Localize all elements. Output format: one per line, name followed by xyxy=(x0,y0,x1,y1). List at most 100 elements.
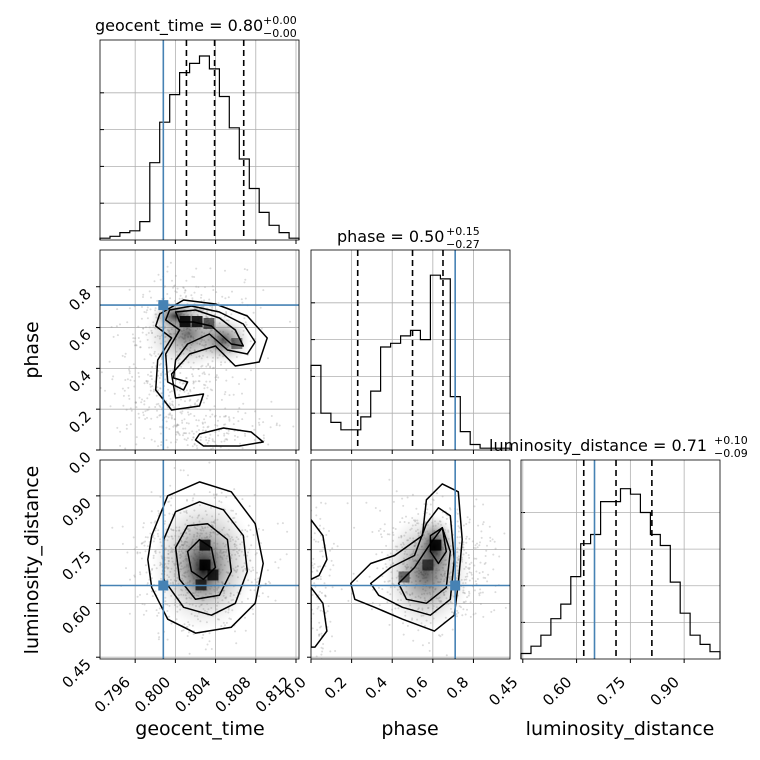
sample-point xyxy=(214,424,217,426)
sample-point xyxy=(263,439,265,442)
sample-point xyxy=(196,400,199,403)
sample-point xyxy=(153,280,156,283)
sample-point xyxy=(481,571,484,573)
sample-point xyxy=(211,285,214,288)
sample-point xyxy=(137,412,140,415)
sample-point xyxy=(146,309,149,312)
sample-point xyxy=(149,428,152,430)
contour-line xyxy=(164,305,256,391)
panel-geocent-time-hist xyxy=(99,39,300,244)
sample-point xyxy=(371,531,374,533)
sample-point xyxy=(158,607,161,610)
sample-point xyxy=(392,500,395,503)
sample-point xyxy=(131,375,134,378)
sample-point xyxy=(241,447,244,450)
density-cell xyxy=(199,559,211,571)
sample-point xyxy=(464,613,467,616)
sample-point xyxy=(334,650,337,652)
sample-point xyxy=(252,311,255,314)
sample-point xyxy=(149,532,152,535)
sample-point xyxy=(195,430,198,433)
sample-point xyxy=(137,325,140,328)
sample-point xyxy=(174,441,177,444)
sample-point xyxy=(172,286,174,289)
sample-point xyxy=(140,542,143,545)
sample-point xyxy=(159,425,161,428)
sample-point xyxy=(157,402,160,405)
y-tick-label: 0.75 xyxy=(58,548,94,584)
sample-point xyxy=(164,378,167,381)
panel-frame xyxy=(520,459,721,660)
sample-point xyxy=(323,582,326,585)
sample-point xyxy=(245,323,248,326)
sample-point xyxy=(228,418,231,421)
sample-point xyxy=(144,550,147,553)
contour-line xyxy=(311,586,328,648)
sample-point xyxy=(301,586,303,588)
sample-point xyxy=(491,538,494,541)
x-tick-label: 0.804 xyxy=(171,673,214,716)
sample-point xyxy=(473,564,476,567)
sample-point xyxy=(159,387,162,390)
sample-point xyxy=(311,564,314,567)
sample-point xyxy=(313,538,316,541)
sample-point xyxy=(168,428,171,430)
sample-point xyxy=(470,573,473,576)
sample-point xyxy=(350,592,353,595)
sample-point xyxy=(231,376,234,379)
sample-point xyxy=(426,508,429,511)
sample-point xyxy=(492,568,495,571)
sample-point xyxy=(170,416,173,419)
x-tick-label: 0.4 xyxy=(361,673,391,703)
sample-point xyxy=(230,313,233,316)
sample-point xyxy=(141,542,144,545)
sample-point xyxy=(484,555,487,557)
sample-point xyxy=(141,331,144,334)
sample-point xyxy=(223,393,226,396)
sample-point xyxy=(209,365,212,368)
sample-point xyxy=(227,429,230,432)
sample-point xyxy=(223,423,225,426)
sample-point xyxy=(115,325,118,328)
sample-point xyxy=(233,488,236,491)
panel-frame xyxy=(99,459,300,660)
sample-point xyxy=(176,423,179,426)
sample-point xyxy=(128,372,131,375)
sample-point xyxy=(412,639,415,642)
sample-point xyxy=(134,401,137,404)
sample-point xyxy=(399,521,402,524)
sample-point xyxy=(311,627,314,630)
title-geocent-time: geocent_time = 0.80 xyxy=(95,16,263,36)
sample-point xyxy=(140,401,143,404)
sample-point xyxy=(212,454,214,456)
sample-point xyxy=(128,368,130,371)
sample-point xyxy=(466,608,468,611)
sample-point xyxy=(159,495,162,498)
sample-point xyxy=(492,553,495,556)
sample-point xyxy=(123,389,126,392)
sample-point xyxy=(464,600,467,603)
density-cell xyxy=(422,559,434,571)
sample-point xyxy=(204,421,207,424)
sample-point xyxy=(189,398,192,401)
sample-point xyxy=(241,498,244,501)
sample-point xyxy=(169,369,172,372)
sample-point xyxy=(254,410,257,413)
sample-point xyxy=(307,635,309,637)
sample-point xyxy=(121,354,124,357)
sample-point xyxy=(320,592,323,594)
sample-point xyxy=(211,438,214,441)
sample-point xyxy=(232,393,235,396)
sample-point xyxy=(192,432,195,435)
sample-point xyxy=(188,399,191,402)
sample-point xyxy=(166,265,169,268)
sample-point xyxy=(308,564,310,566)
sample-point xyxy=(474,612,477,615)
sample-point xyxy=(238,383,240,385)
sample-point xyxy=(255,581,258,584)
sample-point xyxy=(138,416,141,419)
sample-point xyxy=(479,541,481,544)
sample-point xyxy=(370,608,373,611)
sample-point xyxy=(328,574,331,577)
sample-point xyxy=(259,306,262,309)
